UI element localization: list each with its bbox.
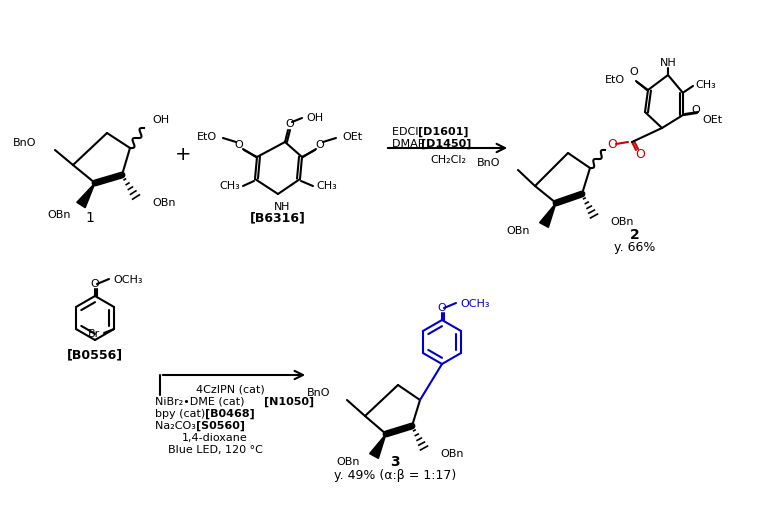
Text: N: N <box>274 202 282 212</box>
Text: OEt: OEt <box>342 132 362 142</box>
Text: OBn: OBn <box>506 226 530 236</box>
Text: H: H <box>280 202 290 212</box>
Text: [B6316]: [B6316] <box>250 212 306 224</box>
Text: CH₃: CH₃ <box>219 181 240 191</box>
Text: BnO: BnO <box>12 138 36 148</box>
Text: CH₂Cl₂: CH₂Cl₂ <box>430 155 466 165</box>
Text: 1,4-dioxane: 1,4-dioxane <box>182 433 248 443</box>
Text: Blue LED, 120 °C: Blue LED, 120 °C <box>167 445 262 455</box>
Text: O: O <box>235 140 243 150</box>
Polygon shape <box>540 203 556 227</box>
Text: OBn: OBn <box>152 198 176 208</box>
Text: EtO: EtO <box>605 75 625 85</box>
Text: BnO: BnO <box>477 158 500 168</box>
Text: [D1450]: [D1450] <box>421 139 471 149</box>
Text: 1: 1 <box>86 211 94 225</box>
Text: [S0560]: [S0560] <box>196 421 245 431</box>
Text: [B0468]: [B0468] <box>205 409 255 419</box>
Text: CH₃: CH₃ <box>695 80 716 90</box>
Text: DMAP: DMAP <box>392 139 428 149</box>
Text: O: O <box>286 119 294 129</box>
Text: 2: 2 <box>630 228 640 242</box>
Text: +: + <box>175 146 192 165</box>
Text: bpy (cat): bpy (cat) <box>155 409 209 419</box>
Text: y. 49% (α:β = 1:17): y. 49% (α:β = 1:17) <box>334 469 456 481</box>
Text: [N1050]: [N1050] <box>264 397 314 407</box>
Text: OH: OH <box>152 115 169 125</box>
Text: EtO: EtO <box>197 132 217 142</box>
Polygon shape <box>77 183 95 207</box>
Text: OCH₃: OCH₃ <box>460 299 489 309</box>
Text: O: O <box>629 67 638 77</box>
Text: O: O <box>692 105 701 115</box>
Text: OBn: OBn <box>610 217 634 227</box>
Text: CH₃: CH₃ <box>316 181 337 191</box>
Text: OEt: OEt <box>702 115 722 125</box>
Text: BnO: BnO <box>306 388 330 398</box>
Text: OBn: OBn <box>337 457 360 467</box>
Text: [D1601]: [D1601] <box>418 127 468 137</box>
Text: O: O <box>315 140 325 150</box>
Text: OH: OH <box>306 113 323 123</box>
Text: OCH₃: OCH₃ <box>113 275 143 285</box>
Text: Na₂CO₃: Na₂CO₃ <box>155 421 199 431</box>
Text: NiBr₂•DME (cat): NiBr₂•DME (cat) <box>155 397 248 407</box>
Text: Br: Br <box>88 329 100 339</box>
Text: 4CzIPN (cat): 4CzIPN (cat) <box>195 385 264 395</box>
Text: EDCI: EDCI <box>392 127 422 137</box>
Text: 3: 3 <box>390 455 400 469</box>
Text: [B0556]: [B0556] <box>67 349 123 361</box>
Text: NH: NH <box>660 58 676 68</box>
Text: O: O <box>635 148 645 160</box>
Text: O: O <box>90 279 100 289</box>
Text: O: O <box>438 303 446 313</box>
Text: O: O <box>607 137 617 151</box>
Text: OBn: OBn <box>440 449 464 459</box>
Polygon shape <box>369 434 386 458</box>
Text: OBn: OBn <box>47 210 71 220</box>
Text: y. 66%: y. 66% <box>614 242 656 254</box>
